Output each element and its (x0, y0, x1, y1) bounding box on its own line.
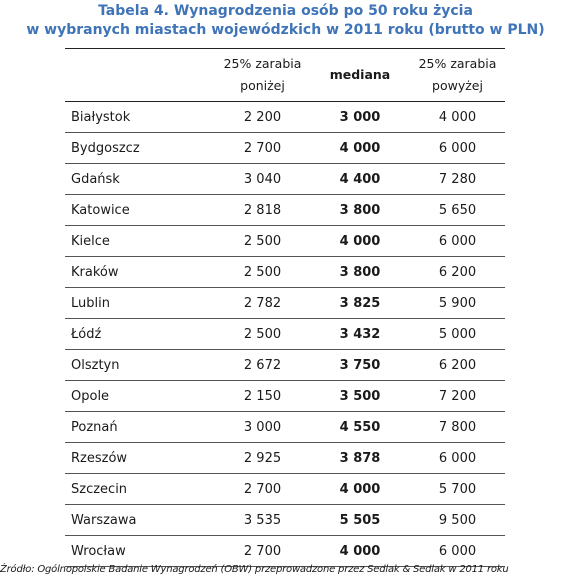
cell-median: 3 750 (339, 357, 381, 373)
table-row: Olsztyn 2 672 3 750 6 200 (65, 350, 505, 381)
header-high-line-2: powyżej (432, 78, 483, 93)
cell-high: 7 200 (438, 388, 477, 404)
cell-city: Olsztyn (71, 357, 120, 373)
cell-median: 3 500 (339, 388, 381, 404)
cell-city: Katowice (71, 202, 130, 218)
cell-high: 4 000 (438, 109, 477, 125)
cell-low: 2 500 (243, 233, 282, 249)
cell-city: Kielce (71, 233, 110, 249)
cell-city: Gdańsk (71, 171, 120, 187)
cell-low: 2 700 (243, 140, 282, 156)
cell-low: 3 535 (243, 512, 282, 528)
header-low-line-2: poniżej (240, 78, 285, 93)
cell-low: 2 150 (243, 388, 282, 404)
header-median: mediana (329, 67, 391, 82)
cell-city: Poznań (71, 419, 118, 435)
cell-low: 2 672 (243, 357, 282, 373)
cell-low: 2 700 (243, 481, 282, 497)
table-row: Łódź 2 500 3 432 5 000 (65, 319, 505, 350)
cell-city: Bydgoszcz (71, 140, 140, 156)
cell-city: Szczecin (71, 481, 128, 497)
header-high-line-1: 25% zarabia (418, 56, 497, 71)
cell-city: Wrocław (71, 543, 126, 559)
table-row: Warszawa 3 535 5 505 9 500 (65, 505, 505, 536)
table-row: Wrocław 2 700 4 000 6 000 (65, 536, 505, 567)
cell-high: 6 000 (438, 140, 477, 156)
table-header-row: 25% zarabia poniżej mediana 25% zarabia … (65, 48, 505, 102)
header-high: 25% zarabia powyżej (410, 53, 505, 97)
cell-city: Białystok (71, 109, 131, 125)
table-row: Opole 2 150 3 500 7 200 (65, 381, 505, 412)
cell-median: 4 000 (339, 481, 381, 497)
cell-median: 3 800 (339, 264, 381, 280)
table-row: Szczecin 2 700 4 000 5 700 (65, 474, 505, 505)
header-low: 25% zarabia poniżej (215, 53, 310, 97)
table-row: Katowice 2 818 3 800 5 650 (65, 195, 505, 226)
cell-low: 2 700 (243, 543, 282, 559)
cell-city: Lublin (71, 295, 110, 311)
cell-city: Łódź (71, 326, 102, 342)
cell-high: 5 650 (438, 202, 477, 218)
cell-median: 3 878 (339, 450, 381, 466)
cell-median: 4 000 (339, 140, 381, 156)
table-row: Gdańsk 3 040 4 400 7 280 (65, 164, 505, 195)
title-line-2: w wybranych miastach wojewódzkich w 2011… (26, 22, 545, 38)
cell-high: 6 000 (438, 233, 477, 249)
cell-high: 7 280 (438, 171, 477, 187)
cell-low: 2 818 (243, 202, 282, 218)
table-row: Lublin 2 782 3 825 5 900 (65, 288, 505, 319)
cell-low: 3 000 (243, 419, 282, 435)
cell-high: 6 000 (438, 543, 477, 559)
cell-median: 3 432 (339, 326, 381, 342)
cell-median: 3 825 (339, 295, 381, 311)
cell-low: 2 200 (243, 109, 282, 125)
cell-high: 6 200 (438, 264, 477, 280)
cell-high: 6 000 (438, 450, 477, 466)
cell-high: 7 800 (438, 419, 477, 435)
cell-city: Kraków (71, 264, 119, 280)
cell-city: Opole (71, 388, 110, 404)
cell-city: Warszawa (71, 512, 137, 528)
cell-median: 3 800 (339, 202, 381, 218)
table-row: Kraków 2 500 3 800 6 200 (65, 257, 505, 288)
table-row: Białystok 2 200 3 000 4 000 (65, 102, 505, 133)
cell-high: 6 200 (438, 357, 477, 373)
table-row: Rzeszów 2 925 3 878 6 000 (65, 443, 505, 474)
cell-median: 4 000 (339, 233, 381, 249)
cell-high: 5 000 (438, 326, 477, 342)
cell-median: 5 505 (339, 512, 381, 528)
cell-high: 5 700 (438, 481, 477, 497)
table-row: Poznań 3 000 4 550 7 800 (65, 412, 505, 443)
source-note: Źródło: Ogólnopolskie Badanie Wynagrodze… (0, 564, 509, 575)
table-title: Tabela 4. Wynagrodzenia osób po 50 roku … (0, 2, 571, 40)
cell-median: 4 400 (339, 171, 381, 187)
cell-median: 4 000 (339, 543, 381, 559)
cell-low: 2 500 (243, 326, 282, 342)
table-row: Bydgoszcz 2 700 4 000 6 000 (65, 133, 505, 164)
table-row: Kielce 2 500 4 000 6 000 (65, 226, 505, 257)
cell-city: Rzeszów (71, 450, 128, 466)
cell-low: 2 500 (243, 264, 282, 280)
cell-low: 3 040 (243, 171, 282, 187)
title-line-1: Tabela 4. Wynagrodzenia osób po 50 roku … (98, 3, 473, 19)
cell-high: 9 500 (438, 512, 477, 528)
table-body: Białystok 2 200 3 000 4 000 Bydgoszcz 2 700 4 … (65, 102, 505, 567)
header-low-line-1: 25% zarabia (223, 56, 302, 71)
cell-low: 2 925 (243, 450, 282, 466)
cell-median: 4 550 (339, 419, 381, 435)
cell-low: 2 782 (243, 295, 282, 311)
cell-median: 3 000 (339, 109, 381, 125)
cell-high: 5 900 (438, 295, 477, 311)
salary-table: 25% zarabia poniżej mediana 25% zarabia … (65, 48, 505, 567)
